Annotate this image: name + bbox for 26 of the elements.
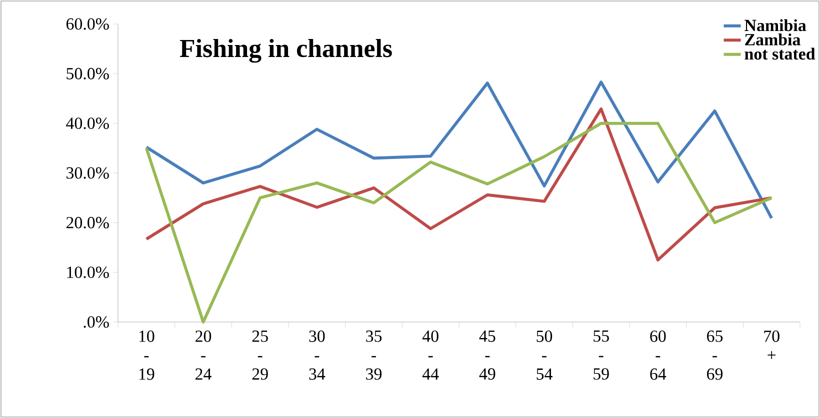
y-tick-label: 50.0% xyxy=(66,68,109,80)
x-tick-label: 60 - 64 xyxy=(650,330,666,380)
x-tick-label: 40 - 44 xyxy=(422,330,439,380)
x-tick-label: 55 - 59 xyxy=(594,330,609,380)
x-tick-label: 50 - 54 xyxy=(536,330,552,380)
y-tick-label: 10.0% xyxy=(67,266,109,278)
text: Fishing in channels xyxy=(180,38,392,63)
x-tick-label: 35 - 39 xyxy=(366,330,382,380)
y-tick-label: .0% xyxy=(84,316,109,328)
line-series xyxy=(144,107,774,262)
line-series xyxy=(144,122,774,324)
y-tick-label: 40.0% xyxy=(66,118,109,130)
y-tick-label: 30.0% xyxy=(66,167,109,179)
line-series xyxy=(144,80,774,220)
x-tick-label: 70 + xyxy=(764,330,780,360)
x-tick-label: 30 - 34 xyxy=(309,330,326,380)
y-tick-label: 20.0% xyxy=(66,216,109,228)
x-tick-label: 65 - 69 xyxy=(707,330,723,380)
x-tick-label: 25 - 29 xyxy=(252,330,268,380)
x-tick-label: 45 - 49 xyxy=(479,330,496,380)
y-tick-label: 60.0% xyxy=(66,18,109,30)
x-tick-label: 20 - 24 xyxy=(196,330,212,380)
legend-label: not stated xyxy=(744,48,816,60)
x-tick-label: 10 - 19 xyxy=(139,330,154,380)
legend-label: Zambia xyxy=(745,33,800,46)
legend-label: Namibia xyxy=(744,19,806,32)
